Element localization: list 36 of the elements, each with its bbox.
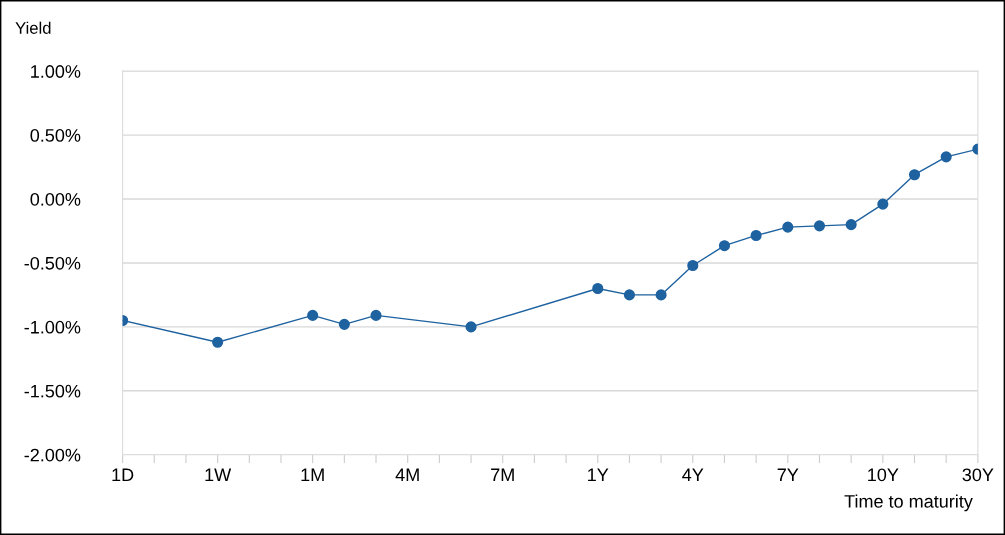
y-tick-label: -1.00% <box>24 320 81 334</box>
point <box>687 259 699 272</box>
point <box>212 336 224 348</box>
point <box>623 289 635 301</box>
point <box>750 229 762 242</box>
point <box>370 309 382 321</box>
x-tick-label: 30Y <box>962 468 994 482</box>
x-axis-title: Time to maturity <box>844 494 973 512</box>
y-tick-label: -0.50% <box>24 256 81 270</box>
point <box>592 282 604 295</box>
x-tick-label: 1Y <box>588 468 609 482</box>
x-tick-label: 7M <box>491 468 514 482</box>
y-tick-label: 0.50% <box>30 129 81 142</box>
x-tick-label: 7Y <box>777 468 799 482</box>
x-tick-label: 1D <box>112 468 134 482</box>
point <box>908 169 921 181</box>
x-tick-label: 1M <box>301 468 324 482</box>
point <box>813 220 826 232</box>
point <box>940 151 952 163</box>
x-tick-label: 10Y <box>868 468 899 482</box>
point <box>877 198 889 210</box>
point <box>307 309 319 321</box>
point <box>782 221 794 233</box>
y-axis-title: Yield <box>15 21 51 34</box>
y-tick-label: -2.00% <box>24 448 81 462</box>
point <box>655 289 667 301</box>
point <box>465 321 477 333</box>
x-tick-label: 4M <box>395 468 419 482</box>
point <box>845 219 857 231</box>
x-tick-label: 1W <box>205 468 232 482</box>
point <box>338 318 350 330</box>
y-tick-label: 0.00% <box>30 192 81 206</box>
point <box>718 240 731 252</box>
y-tick-label: 1.00% <box>31 65 81 78</box>
y-tick-label: -1.50% <box>24 384 81 398</box>
x-tick-label: 4Y <box>682 468 704 482</box>
